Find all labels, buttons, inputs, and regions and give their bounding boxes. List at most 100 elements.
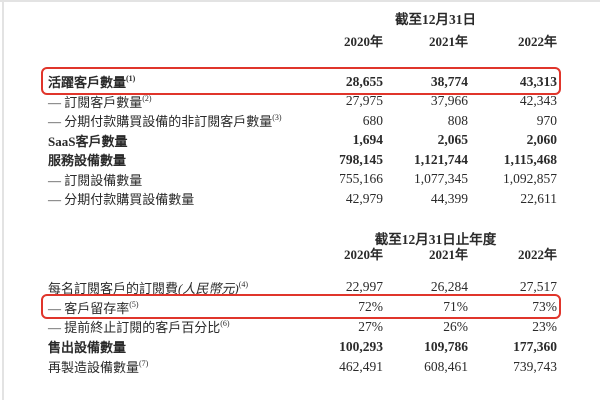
table-body: 每名訂閱客戶的訂閱費(人民幣元)(4) 22,997 26,284 27,517— 客… — [41, 278, 561, 377]
year-header-2021: 2021年 — [428, 246, 468, 262]
footnote-marker: (4) — [238, 279, 249, 289]
row-label-text: SaaS客戶數量 — [48, 133, 128, 149]
row-label: 每名訂閱客戶的訂閱費(人民幣元)(4) — [48, 278, 298, 297]
value-cell: 22,611 — [520, 190, 557, 206]
document-content: 截至12月31日 2020年 2021年 2022年 活躍客戶數量(1) 28,6… — [41, 8, 561, 377]
row-label-text: — 分期付款購買設備的非訂閱客戶數量 — [48, 114, 273, 130]
value-cell: 739,743 — [513, 358, 557, 374]
table-row: SaaS客戶數量 1,694 2,065 2,060 — [48, 131, 557, 151]
row-label-text: 售出設備數量 — [48, 340, 127, 356]
row-label: 售出設備數量 — [48, 337, 298, 356]
value-cell: 1,092,857 — [503, 171, 557, 187]
row-label-italic: (人民幣元) — [178, 280, 239, 296]
table-customers-devices: 截至12月31日 2020年 2021年 2022年 活躍客戶數量(1) 28,6… — [41, 8, 561, 209]
row-label: — 訂閱客戶數量(2) — [48, 92, 298, 111]
footnote-marker: (7) — [139, 359, 149, 369]
row-label: — 分期付款購買設備數量 — [48, 189, 298, 208]
row-label-text: — 訂閱設備數量 — [48, 172, 143, 188]
year-header-2020: 2020年 — [343, 246, 383, 262]
value-cell: 2,065 — [437, 132, 468, 148]
scan-edge-top — [0, 0, 600, 2]
value-cell: 38,774 — [430, 73, 468, 89]
value-cell: 462,491 — [339, 358, 383, 374]
row-label: 活躍客戶數量(1) — [48, 72, 298, 91]
value-cell: 27,975 — [345, 93, 383, 109]
period-header: 截至12月31日止年度 — [374, 231, 497, 247]
value-cell: 1,121,744 — [414, 151, 468, 167]
table-row: 活躍客戶數量(1) 28,655 38,774 43,313 — [41, 67, 561, 95]
value-cell: 72% — [358, 299, 383, 315]
row-label: SaaS客戶數量 — [48, 131, 298, 150]
footnote-marker: (5) — [129, 299, 139, 309]
value-cell: 1,694 — [352, 132, 383, 148]
row-label-text: 再製造設備數量 — [48, 360, 140, 376]
year-header-row: 2020年 2021年 2022年 — [48, 28, 557, 52]
value-cell: 37,966 — [430, 93, 468, 109]
value-cell: 608,461 — [424, 358, 468, 374]
row-label: — 提前終止訂閱的客戶百分比(6) — [48, 317, 298, 336]
value-cell: 177,360 — [513, 338, 557, 354]
value-cell: 26% — [443, 318, 468, 334]
row-label-text: — 訂閱客戶數量 — [48, 94, 143, 110]
table-body: 活躍客戶數量(1) 28,655 38,774 43,313 — 訂閱客戶數量(2) 27… — [41, 67, 561, 209]
row-label-text: — 分期付款購買設備數量 — [48, 192, 195, 208]
row-label: 服務設備數量 — [48, 150, 298, 169]
year-header-2022: 2022年 — [517, 246, 557, 262]
value-cell: 23% — [532, 318, 557, 334]
scan-edge-left — [2, 0, 4, 400]
row-label: — 分期付款購買設備的非訂閱客戶數量(3) — [48, 111, 298, 130]
value-cell: 42,979 — [345, 190, 383, 206]
table-row: — 分期付款購買設備的非訂閱客戶數量(3) 680 808 970 — [48, 111, 557, 131]
table-row: — 訂閱客戶數量(2) 27,975 37,966 42,343 — [48, 92, 557, 112]
year-header-2021: 2021年 — [428, 34, 468, 49]
table-row: 服務設備數量 798,145 1,121,744 1,115,468 — [48, 150, 557, 170]
footnote-marker: (1) — [126, 74, 136, 84]
value-cell: 28,655 — [345, 73, 383, 89]
period-header-row: 截至12月31日 — [48, 8, 557, 28]
row-label-text: 每名訂閱客戶的訂閱費 — [48, 280, 179, 296]
value-cell: 2,060 — [526, 132, 557, 148]
value-cell: 43,313 — [519, 73, 557, 89]
table-row: — 提前終止訂閱的客戶百分比(6) 27% 26% 23% — [48, 317, 557, 337]
row-label-text: 服務設備數量 — [48, 153, 127, 169]
row-label-text: — 客戶留存率 — [48, 300, 130, 316]
row-label: 再製造設備數量(7) — [48, 357, 298, 376]
table-row: 再製造設備數量(7) 462,491 608,461 739,743 — [48, 357, 557, 377]
value-cell: 22,997 — [345, 279, 383, 295]
row-label-text: 活躍客戶數量 — [48, 75, 127, 91]
value-cell: 26,284 — [430, 279, 468, 295]
value-cell: 808 — [447, 112, 468, 128]
value-cell: 71% — [443, 299, 468, 315]
year-header-row: 2020年 2021年 2022年 — [48, 247, 557, 265]
value-cell: 27% — [358, 318, 383, 334]
table-row: 售出設備數量 100,293 109,786 177,360 — [48, 337, 557, 357]
value-cell: 970 — [536, 112, 557, 128]
table-row: 每名訂閱客戶的訂閱費(人民幣元)(4) 22,997 26,284 27,517 — [48, 278, 557, 298]
value-cell: 73% — [532, 299, 557, 315]
period-header: 截至12月31日 — [395, 12, 476, 27]
value-cell: 1,115,468 — [503, 151, 557, 167]
value-cell: 1,077,345 — [414, 171, 468, 187]
footnote-marker: (6) — [220, 319, 230, 329]
year-header-2020: 2020年 — [343, 34, 383, 49]
value-cell: 680 — [362, 112, 383, 128]
table-row: — 訂閱設備數量 755,166 1,077,345 1,092,857 — [48, 170, 557, 190]
value-cell: 44,399 — [430, 190, 468, 206]
value-cell: 755,166 — [339, 171, 383, 187]
value-cell: 100,293 — [339, 338, 383, 354]
table-subscription-metrics: 截至12月31日止年度 2020年 2021年 2022年 每名訂閱客戶的訂閱費… — [41, 229, 561, 377]
footnote-marker: (2) — [142, 93, 152, 103]
value-cell: 109,786 — [424, 338, 468, 354]
value-cell: 42,343 — [519, 93, 557, 109]
footnote-marker: (3) — [272, 113, 282, 123]
year-header-2022: 2022年 — [517, 34, 557, 49]
table-row: — 客戶留存率(5) 72% 71% 73% — [41, 294, 561, 320]
value-cell: 798,145 — [339, 151, 383, 167]
row-label: — 客戶留存率(5) — [48, 298, 298, 317]
value-cell: 27,517 — [519, 279, 557, 295]
period-header-row: 截至12月31日止年度 — [48, 229, 557, 247]
table-row: — 分期付款購買設備數量 42,979 44,399 22,611 — [48, 189, 557, 209]
row-label: — 訂閱設備數量 — [48, 170, 298, 189]
row-label-text: — 提前終止訂閱的客戶百分比 — [48, 320, 221, 336]
